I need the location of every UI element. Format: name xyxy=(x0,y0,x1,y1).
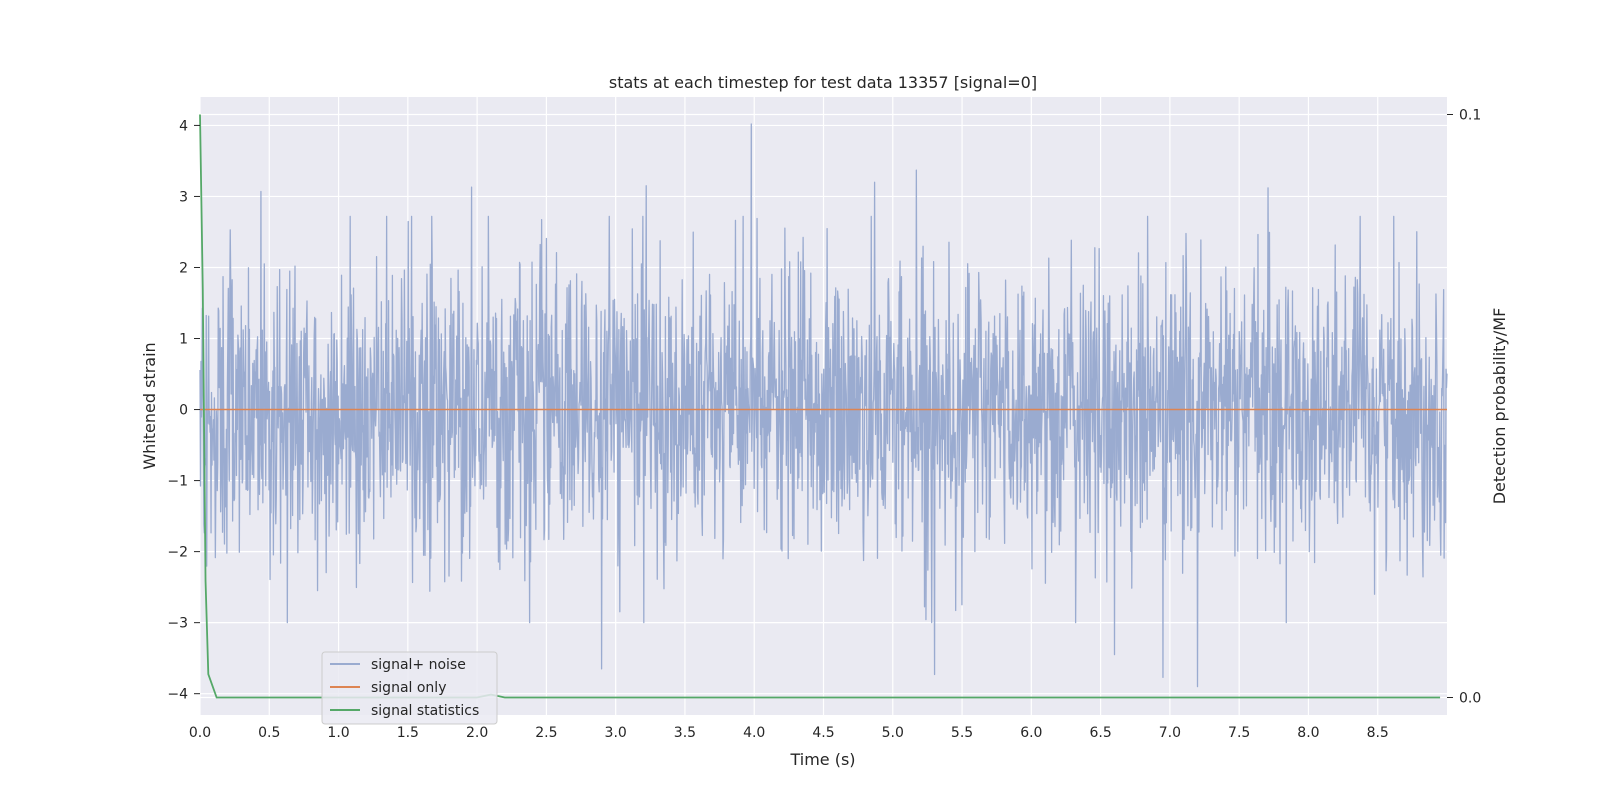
x-tick-label: 8.0 xyxy=(1297,725,1319,741)
y-tick-label: 1 xyxy=(179,332,188,348)
legend-label-signal-statistics: signal statistics xyxy=(371,703,479,719)
chart-title: stats at each timestep for test data 133… xyxy=(609,73,1037,92)
x-tick-label: 6.5 xyxy=(1089,725,1111,741)
legend-label-signal-only: signal only xyxy=(371,680,446,696)
legend-label-signal-noise: signal+ noise xyxy=(371,657,466,673)
x-tick-label: 8.5 xyxy=(1367,725,1389,741)
y-tick-label: 0 xyxy=(179,403,188,419)
x-tick-label: 5.5 xyxy=(951,725,973,741)
legend: signal+ noise signal only signal statist… xyxy=(321,651,498,725)
y2-tick-label: 0.0 xyxy=(1459,691,1481,707)
x-tick-label: 2.5 xyxy=(535,725,557,741)
x-tick-label: 2.0 xyxy=(466,725,488,741)
x-axis-label: Time (s) xyxy=(789,750,855,769)
y2-axis-label: Detection probability/MF xyxy=(1490,308,1509,505)
x-tick-label: 1.0 xyxy=(327,725,349,741)
x-tick-label: 7.5 xyxy=(1228,725,1250,741)
y2-tick-label: 0.1 xyxy=(1459,107,1481,123)
y-axis-label: Whitened strain xyxy=(140,342,159,469)
x-tick-label: 5.0 xyxy=(882,725,904,741)
series-signal-noise xyxy=(199,123,1448,688)
ticks: 0.0 0.5 1.0 1.5 2.0 2.5 3.0 3.5 4.0 4.5 5.0 5.5 6.0 6… xyxy=(167,107,1481,741)
x-tick-label: 4.0 xyxy=(743,725,765,741)
x-tick-label: 0.5 xyxy=(258,725,280,741)
y-tick-label: 3 xyxy=(179,189,188,205)
y-tick-label: −2 xyxy=(167,545,188,561)
y-tick-label: −4 xyxy=(167,687,188,703)
y-tick-label: 4 xyxy=(179,118,188,134)
y-tick-label: −3 xyxy=(167,616,188,632)
x-tick-label: 6.0 xyxy=(1020,725,1042,741)
x-tick-label: 3.0 xyxy=(605,725,627,741)
x-tick-label: 1.5 xyxy=(397,725,419,741)
x-tick-label: 4.5 xyxy=(812,725,834,741)
x-tick-label: 0.0 xyxy=(189,725,211,741)
x-tick-label: 7.0 xyxy=(1159,725,1181,741)
legend-box xyxy=(321,651,498,725)
x-tick-label: 3.5 xyxy=(674,725,696,741)
y-tick-label: 2 xyxy=(179,260,188,276)
y-tick-label: −1 xyxy=(167,474,188,490)
